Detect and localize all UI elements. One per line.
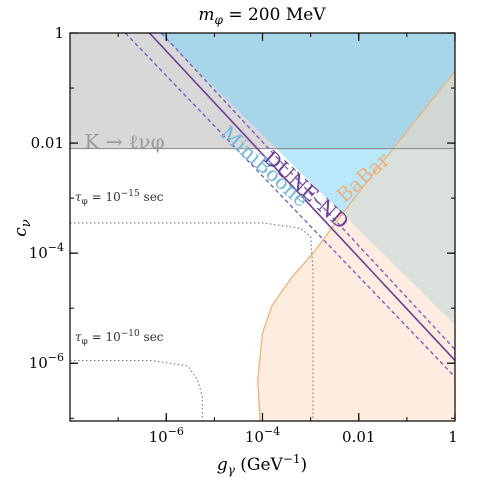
x-tick-label: 1 bbox=[448, 428, 458, 446]
y-tick-label: 10−4 bbox=[29, 241, 64, 262]
dune-nd-solid-line bbox=[148, 33, 455, 362]
x-axis-title: gγ (GeV−1) bbox=[217, 452, 307, 477]
tau-1e-15-label: τφ = 10−15 sec bbox=[75, 189, 164, 207]
kaon-region-label: K → ℓνφ bbox=[84, 130, 164, 154]
x-axis-ticks: 10−6 10−4 0.01 1 bbox=[69, 33, 458, 446]
x-tick-label: 10−6 bbox=[149, 425, 184, 446]
x-tick-label: 0.01 bbox=[342, 428, 375, 446]
y-axis-ticks: 10−6 10−4 0.01 1 bbox=[29, 24, 455, 419]
y-tick-label: 1 bbox=[54, 24, 64, 42]
y-tick-label: 0.01 bbox=[31, 134, 64, 152]
tau-1e-15-curve bbox=[70, 222, 314, 421]
dune-nd-dashed-lower-line bbox=[124, 33, 455, 378]
tau-1e-10-curve bbox=[70, 359, 203, 421]
y-tick-label: 10−6 bbox=[29, 351, 64, 372]
babar-boundary-line bbox=[257, 71, 455, 421]
tau-1e-10-label: τφ = 10−10 sec bbox=[75, 329, 164, 347]
y-axis-title: cν bbox=[11, 219, 34, 237]
plot-area bbox=[70, 33, 455, 421]
chart-title: mφ = 200 MeV bbox=[198, 5, 326, 27]
dune-nd-dashed-upper-line bbox=[160, 33, 455, 350]
babar-excluded-region bbox=[257, 33, 455, 421]
x-tick-label: 10−4 bbox=[245, 425, 280, 446]
